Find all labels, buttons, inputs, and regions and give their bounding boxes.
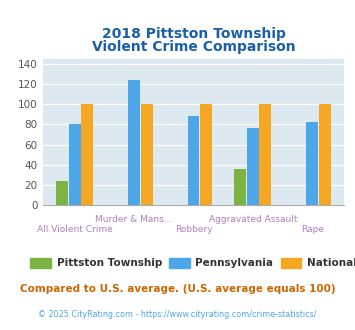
Text: 2018 Pittston Township: 2018 Pittston Township: [102, 26, 285, 41]
Text: All Violent Crime: All Violent Crime: [37, 225, 113, 234]
Bar: [319, 105, 331, 205]
Text: Compared to U.S. average. (U.S. average equals 100): Compared to U.S. average. (U.S. average …: [20, 284, 335, 294]
Text: Robbery: Robbery: [175, 225, 212, 234]
Bar: [69, 124, 81, 205]
Bar: [260, 105, 271, 205]
Legend: Pittston Township, Pennsylvania, National: Pittston Township, Pennsylvania, Nationa…: [26, 253, 355, 272]
Text: Violent Crime Comparison: Violent Crime Comparison: [92, 40, 295, 53]
Text: © 2025 CityRating.com - https://www.cityrating.com/crime-statistics/: © 2025 CityRating.com - https://www.city…: [38, 310, 317, 319]
Text: Murder & Mans...: Murder & Mans...: [95, 215, 173, 224]
Text: Rape: Rape: [301, 225, 324, 234]
Text: Aggravated Assault: Aggravated Assault: [209, 215, 297, 224]
Bar: [81, 105, 93, 205]
Bar: [234, 169, 246, 205]
Bar: [128, 81, 140, 205]
Bar: [200, 105, 212, 205]
Bar: [187, 116, 200, 205]
Bar: [247, 128, 259, 205]
Bar: [141, 105, 153, 205]
Bar: [56, 181, 68, 205]
Bar: [306, 122, 318, 205]
